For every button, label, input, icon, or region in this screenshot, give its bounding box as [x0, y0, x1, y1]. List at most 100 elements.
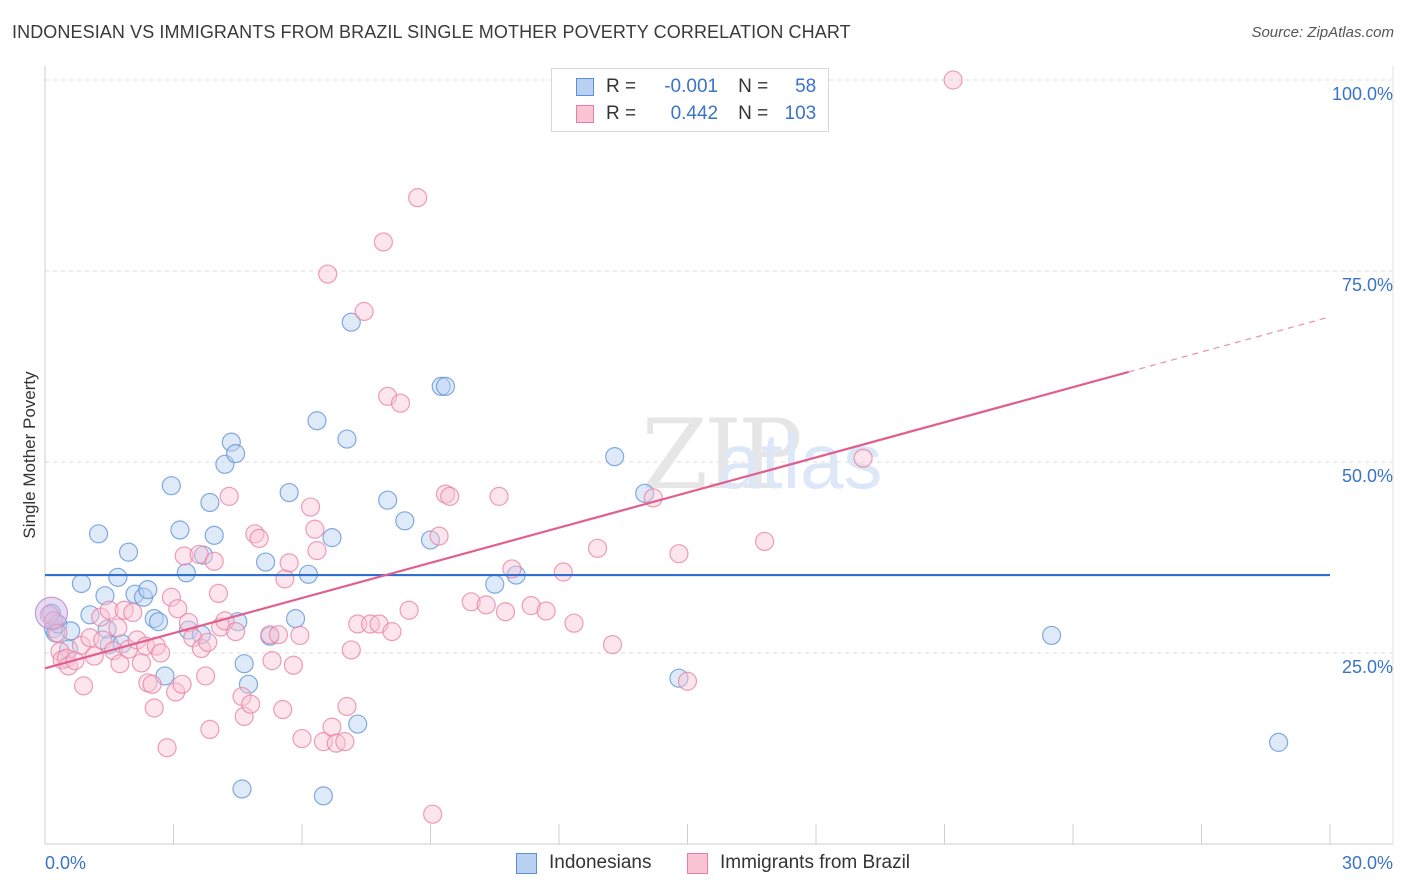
brazil-point — [429, 526, 449, 546]
brazil-point — [300, 497, 321, 517]
legend-n-label: N = — [738, 103, 769, 124]
indonesians-point — [95, 586, 115, 606]
brazil-point — [587, 538, 608, 558]
stats-legend: R = -0.001 N = 58 R = 0.442 N = 103 — [551, 68, 829, 132]
brazil-point — [754, 531, 775, 552]
indonesians-point — [176, 563, 196, 583]
legend-r-label: R = — [606, 103, 637, 124]
x-tick-label: 0.0% — [45, 853, 86, 873]
brazil-point — [262, 651, 282, 671]
brazil-point — [602, 634, 623, 655]
indonesians-point — [431, 376, 451, 396]
series-legend: Indonesians Immigrants from Brazil — [0, 852, 1406, 876]
indonesians-point — [285, 609, 306, 629]
legend-n-label: N = — [738, 76, 769, 97]
brazil-trend-line-extension — [1128, 316, 1331, 373]
legend-n-value: 58 — [795, 76, 817, 97]
brazil-point — [399, 600, 419, 620]
brazil-point — [390, 393, 411, 413]
brazil-point — [292, 728, 312, 749]
indonesians-point — [395, 511, 415, 531]
brazil-point — [373, 232, 393, 252]
axes — [44, 66, 1394, 845]
indonesians-point — [307, 411, 327, 431]
indonesians-point — [378, 490, 398, 510]
indonesians-point — [232, 779, 252, 799]
indonesians-point — [226, 443, 246, 464]
indonesians-point — [204, 525, 224, 545]
chart-title: INDONESIAN VS IMMIGRANTS FROM BRAZIL SIN… — [12, 22, 851, 42]
brazil-point — [337, 696, 357, 717]
brazil-point — [249, 528, 269, 549]
brazil-point — [219, 486, 239, 506]
y-tick-label: 75.0% — [1342, 275, 1393, 295]
brazil-point — [174, 546, 194, 566]
trend-lines — [44, 316, 1331, 670]
brazil-point — [144, 698, 164, 718]
legend-item-brazil[interactable]: Immigrants from Brazil — [687, 852, 910, 874]
y-tick-label: 50.0% — [1342, 466, 1393, 486]
brazil-point — [172, 674, 192, 694]
brazil-point — [131, 653, 151, 673]
brazil-trend-line — [44, 370, 1129, 670]
brazil-point — [461, 592, 481, 612]
legend-swatch-brazil — [576, 105, 594, 123]
brazil-point — [168, 599, 188, 619]
indonesians-point — [322, 528, 342, 548]
brazil-point — [305, 519, 325, 539]
indonesians-point — [161, 476, 181, 496]
brazil-point — [290, 625, 310, 646]
brazil-point — [196, 666, 216, 686]
brazil-point — [341, 640, 361, 660]
brazil-point — [521, 596, 541, 616]
brazil-point — [198, 632, 218, 652]
brazil-point — [123, 602, 143, 623]
indonesians-point — [341, 312, 361, 332]
legend-n-value: 103 — [784, 103, 817, 124]
source-label: Source: ZipAtlas.com — [1251, 24, 1394, 41]
brazil-point — [142, 674, 162, 694]
brazil-point — [161, 587, 181, 607]
brazil-point — [853, 448, 873, 468]
indonesians-point — [337, 429, 357, 449]
brazil-point — [275, 569, 295, 589]
legend-label-brazil: Immigrants from Brazil — [720, 852, 911, 873]
brazil-point — [43, 611, 64, 631]
indonesians-point — [635, 483, 655, 503]
legend-item-indonesians[interactable]: Indonesians — [516, 852, 651, 874]
indonesians-point — [485, 574, 505, 594]
brazil-point — [73, 676, 94, 696]
brazil-point — [943, 70, 963, 90]
brazil-point — [84, 646, 104, 666]
indonesians-point — [1268, 732, 1289, 752]
brazil-point — [335, 732, 355, 752]
brazil-point — [408, 188, 428, 208]
brazil-point — [489, 486, 509, 506]
brazil-point — [110, 654, 130, 674]
legend-swatch-indonesians — [576, 78, 594, 96]
indonesians-point — [435, 376, 456, 396]
brazil-point — [234, 706, 254, 727]
brazil-point — [440, 486, 460, 506]
overlap-point — [34, 596, 69, 630]
watermark-zip: ZIP — [641, 399, 800, 511]
indonesians-point — [1041, 625, 1062, 646]
indonesians-point — [200, 492, 220, 513]
brazil-point — [151, 643, 171, 663]
legend-swatch-brazil — [687, 852, 708, 874]
brazil-point — [200, 719, 220, 740]
indonesians-point — [71, 573, 92, 594]
indonesians-point — [108, 567, 128, 587]
indonesians-point — [238, 674, 259, 694]
brazil-point — [279, 553, 299, 573]
indonesians-point — [118, 542, 139, 562]
brazil-point — [322, 717, 342, 737]
brazil-point — [283, 655, 304, 675]
brazil-point — [354, 301, 374, 322]
legend-row-brazil: R = 0.442 N = 103 — [576, 102, 816, 126]
legend-row-indonesians: R = -0.001 N = 58 — [576, 75, 816, 99]
brazil-point — [268, 625, 289, 645]
legend-label-indonesians: Indonesians — [549, 852, 652, 873]
indonesians-point — [148, 612, 169, 632]
